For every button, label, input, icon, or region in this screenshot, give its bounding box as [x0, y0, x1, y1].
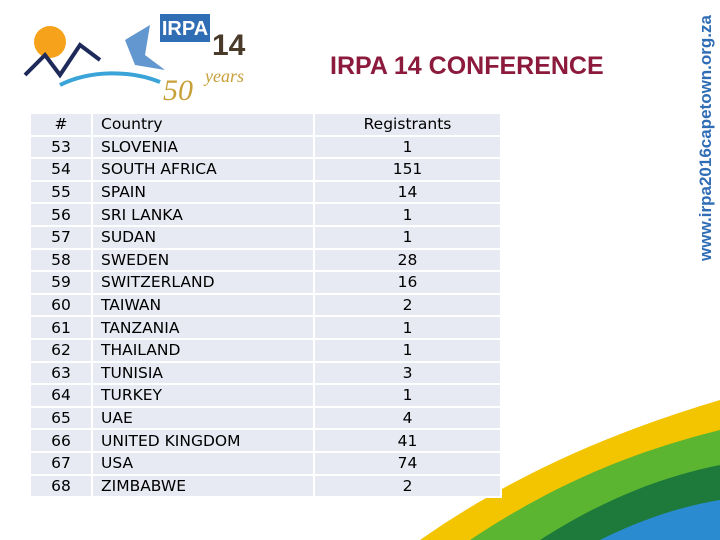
table-cell: 151 [313, 157, 502, 182]
table-cell: 14 [313, 179, 502, 205]
table-cell: SOUTH AFRICA [91, 157, 315, 182]
header-cell: # [29, 112, 93, 137]
table-cell: 1 [313, 383, 502, 408]
header-cell: Registrants [313, 112, 502, 137]
table-cell: 60 [29, 292, 93, 318]
table-cell: 2 [313, 473, 502, 499]
table-cell: UNITED KINGDOM [91, 428, 315, 453]
logo-number: 14 [212, 29, 246, 62]
logo-figure [23, 42, 102, 79]
logo-sun [34, 26, 66, 58]
logo-trefoil [125, 25, 165, 70]
swoosh-blue [600, 500, 720, 540]
table-cell: USA [91, 450, 315, 476]
table-row: 53 SLOVENIA 1 [29, 134, 502, 160]
logo-anniversary-word: years [203, 66, 244, 86]
table-cell: 54 [29, 157, 93, 182]
header-row: # Country Registrants [29, 112, 502, 137]
table-cell: 3 [313, 360, 502, 386]
table-cell: 1 [313, 337, 502, 363]
table-cell: 63 [29, 360, 93, 386]
table-row: 62 THAILAND 1 [29, 337, 502, 363]
table-cell: 67 [29, 450, 93, 476]
table-cell: 41 [313, 428, 502, 453]
table-cell: TANZANIA [91, 315, 315, 340]
table-row: 58 SWEDEN 28 [29, 247, 502, 273]
table-cell: UAE [91, 405, 315, 431]
slide-title: IRPA 14 CONFERENCE [330, 52, 604, 80]
table-cell: 66 [29, 428, 93, 453]
logo-name: IRPA [162, 18, 208, 40]
table-row: 60 TAIWAN 2 [29, 292, 502, 318]
table-cell: 56 [29, 202, 93, 227]
table-cell: 58 [29, 247, 93, 273]
table-cell: 57 [29, 224, 93, 250]
logo-wave [59, 71, 161, 87]
table-cell: 62 [29, 337, 93, 363]
table-cell: ZIMBABWE [91, 473, 315, 499]
table-cell: TURKEY [91, 383, 315, 408]
table-row: 55 SPAIN 14 [29, 179, 502, 205]
table-row: 63 TUNISIA 3 [29, 360, 502, 386]
table: # Country Registrants 53 SLOVENIA 1 54 SOUTH AF… [29, 112, 502, 499]
table-row: 61 TANZANIA 1 [29, 315, 502, 340]
table-cell: 53 [29, 134, 93, 160]
logo-box [160, 14, 210, 42]
table-row: 59 SWITZERLAND 16 [29, 270, 502, 295]
table-row: 56 SRI LANKA 1 [29, 202, 502, 227]
table-cell: SWEDEN [91, 247, 315, 273]
table-cell: SPAIN [91, 179, 315, 205]
table-cell: 64 [29, 383, 93, 408]
table-row: 68 ZIMBABWE 2 [29, 473, 502, 499]
table-cell: 1 [313, 134, 502, 160]
table-cell: 61 [29, 315, 93, 340]
table-cell: 1 [313, 224, 502, 250]
table-cell: THAILAND [91, 337, 315, 363]
table-cell: 74 [313, 450, 502, 476]
table-row: 66 UNITED KINGDOM 41 [29, 428, 502, 453]
table-cell: 59 [29, 270, 93, 295]
table-cell: SRI LANKA [91, 202, 315, 227]
table-cell: 28 [313, 247, 502, 273]
table-cell: SLOVENIA [91, 134, 315, 160]
table-cell: 2 [313, 292, 502, 318]
table-body: # Country Registrants 53 SLOVENIA 1 54 SOUTH AF… [29, 112, 502, 499]
table-cell: 16 [313, 270, 502, 295]
logo-anniversary: 50 [163, 74, 193, 107]
table-cell: SWITZERLAND [91, 270, 315, 295]
table-cell: 1 [313, 315, 502, 340]
table-cell: 1 [313, 202, 502, 227]
table-row: 64 TURKEY 1 [29, 383, 502, 408]
header-cell: Country [91, 112, 315, 137]
table-cell: 65 [29, 405, 93, 431]
table-cell: TUNISIA [91, 360, 315, 386]
table-cell: SUDAN [91, 224, 315, 250]
table-row: 67 USA 74 [29, 450, 502, 476]
table-cell: 68 [29, 473, 93, 499]
table-cell: 55 [29, 179, 93, 205]
table-cell: 4 [313, 405, 502, 431]
table-cell: TAIWAN [91, 292, 315, 318]
table-row: 65 UAE 4 [29, 405, 502, 431]
table-row: 54 SOUTH AFRICA 151 [29, 157, 502, 182]
website: www.irpa2016capetown.org.za [696, 15, 715, 261]
table-row: 57 SUDAN 1 [29, 224, 502, 250]
